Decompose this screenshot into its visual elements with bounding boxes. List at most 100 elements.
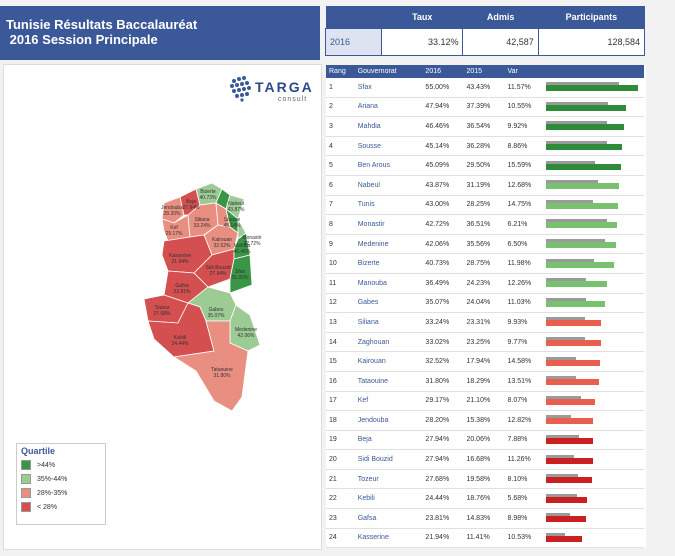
value-2016-cell: 45.09% bbox=[422, 155, 464, 176]
legend-label: 28%-35% bbox=[37, 489, 68, 497]
table-row[interactable]: 10 Bizerte 40.73% 28.75% 11.98% bbox=[326, 253, 644, 274]
map-label-name: Bizerte bbox=[200, 189, 216, 195]
bar-2016 bbox=[545, 477, 593, 484]
bar-2016 bbox=[545, 144, 622, 151]
value-2015-cell: 14.83% bbox=[463, 508, 505, 529]
table-row[interactable]: 15 Kairouan 32.52% 17.94% 14.58% bbox=[326, 351, 644, 372]
table-row[interactable]: 8 Monastir 42.72% 36.51% 6.21% bbox=[326, 214, 644, 235]
value-2016-cell: 43.87% bbox=[422, 175, 464, 196]
bar-cell bbox=[545, 97, 644, 118]
legend-swatch bbox=[21, 488, 31, 498]
value-2015-cell: 29.50% bbox=[463, 155, 505, 176]
table-row[interactable]: 14 Zaghouan 33.02% 23.25% 9.77% bbox=[326, 332, 644, 353]
table-row[interactable]: 13 Siliana 33.24% 23.31% 9.93% bbox=[326, 312, 644, 333]
gouvernorat-cell: Mahdia bbox=[354, 116, 423, 137]
logo-tagline: consult bbox=[278, 96, 307, 103]
gouvernorat-cell: Manouba bbox=[354, 273, 423, 294]
table-row[interactable]: 7 Tunis 43.00% 28.25% 14.75% bbox=[326, 195, 644, 216]
value-2016-cell: 32.52% bbox=[422, 351, 464, 372]
bar-cell bbox=[545, 214, 644, 235]
value-2015-cell: 15.38% bbox=[463, 410, 505, 431]
legend-label: >44% bbox=[37, 461, 56, 469]
bar-cell bbox=[545, 195, 644, 216]
map-label-name: Kebili bbox=[174, 335, 186, 341]
table-row[interactable]: 4 Sousse 45.14% 36.28% 8.86% bbox=[326, 136, 644, 157]
table-row[interactable]: 19 Beja 27.94% 20.06% 7.88% bbox=[326, 430, 644, 451]
col-header-2015: 2015 bbox=[463, 65, 505, 78]
table-row[interactable]: 1 Sfax 55.00% 43.43% 11.57% bbox=[326, 78, 644, 98]
rank-cell: 16 bbox=[326, 371, 355, 392]
table-row[interactable]: 17 Kef 29.17% 21.10% 8.07% bbox=[326, 391, 644, 412]
rank-cell: 9 bbox=[326, 234, 355, 255]
var-cell: 14.58% bbox=[504, 351, 546, 372]
table-row[interactable]: 9 Medenine 42.06% 35.56% 6.50% bbox=[326, 234, 644, 255]
table-row[interactable]: 3 Mahdia 46.46% 36.54% 9.92% bbox=[326, 116, 644, 137]
table-row[interactable]: 12 Gabes 35.07% 24.04% 11.03% bbox=[326, 293, 644, 314]
rank-cell: 2 bbox=[326, 97, 355, 118]
var-cell: 6.21% bbox=[504, 214, 546, 235]
bar-cell bbox=[545, 332, 644, 353]
rank-cell: 18 bbox=[326, 410, 355, 431]
map-label-name: Jendouba bbox=[161, 205, 183, 211]
value-2016-cell: 24.44% bbox=[422, 488, 464, 510]
legend-swatch bbox=[21, 474, 31, 484]
var-cell: 10.53% bbox=[504, 528, 546, 549]
value-2015-cell: 28.25% bbox=[463, 195, 505, 216]
value-2015-cell: 23.31% bbox=[463, 312, 505, 333]
table-row[interactable]: 11 Manouba 36.49% 24.23% 12.26% bbox=[326, 273, 644, 294]
region-tataouine[interactable] bbox=[172, 320, 249, 412]
table-row[interactable]: 18 Jendouba 28.20% 15.38% 12.82% bbox=[326, 410, 644, 431]
value-2015-cell: 36.51% bbox=[463, 214, 505, 235]
gouvernorat-cell: Tunis bbox=[354, 195, 423, 216]
bar-2016 bbox=[545, 124, 624, 131]
kpi-taux: 33.12% bbox=[380, 28, 464, 56]
map-label-value: 35.07% bbox=[208, 313, 226, 319]
var-cell: 14.75% bbox=[504, 195, 546, 216]
title-box: Tunisie Résultats Baccalauréat 2016 Sess… bbox=[0, 6, 320, 60]
gouvernorat-cell: Sousse bbox=[354, 136, 423, 157]
rank-cell: 14 bbox=[326, 332, 355, 353]
bar-cell bbox=[545, 449, 644, 470]
var-cell: 9.93% bbox=[504, 312, 546, 333]
table-row[interactable]: 22 Kebili 24.44% 18.76% 5.68% bbox=[326, 488, 644, 510]
table-row[interactable]: 2 Ariana 47.94% 37.39% 10.55% bbox=[326, 97, 644, 118]
map-label-name: Mahdia bbox=[234, 243, 251, 249]
value-2016-cell: 55.00% bbox=[422, 78, 464, 98]
legend-swatch bbox=[21, 460, 31, 470]
ranking-table-panel: Rang Gouvernorat 2016 2015 Var 1 Sfax 55.0… bbox=[326, 65, 646, 549]
table-row[interactable]: 6 Nabeul 43.87% 31.19% 12.68% bbox=[326, 175, 644, 196]
kpi-header-participants: Participants bbox=[538, 6, 645, 29]
gouvernorat-cell: Monastir bbox=[354, 214, 423, 235]
kpi-header-taux: Taux bbox=[381, 6, 463, 29]
gouvernorat-cell: Gafsa bbox=[354, 508, 423, 529]
bar-2016 bbox=[545, 242, 617, 249]
gouvernorat-cell: Tataouine bbox=[354, 371, 423, 392]
value-2016-cell: 23.81% bbox=[422, 508, 464, 529]
table-row[interactable]: 5 Ben Arous 45.09% 29.50% 15.59% bbox=[326, 155, 644, 176]
table-row[interactable]: 24 Kasserine 21.94% 11.41% 10.53% bbox=[326, 528, 644, 549]
rank-cell: 22 bbox=[326, 488, 355, 510]
rank-cell: 4 bbox=[326, 136, 355, 157]
bar-2016 bbox=[545, 202, 618, 209]
value-2016-cell: 47.94% bbox=[422, 97, 464, 118]
col-header-var: Var bbox=[504, 65, 546, 78]
table-row[interactable]: 21 Tozeur 27.68% 19.58% 8.10% bbox=[326, 469, 644, 490]
region-jendouba[interactable] bbox=[161, 196, 185, 224]
value-2016-cell: 29.17% bbox=[422, 391, 464, 412]
var-cell: 8.98% bbox=[504, 508, 546, 529]
table-row[interactable]: 20 Sidi Bouzid 27.94% 16.68% 11.26% bbox=[326, 449, 644, 470]
legend-item: 35%-44% bbox=[17, 472, 105, 486]
gouvernorat-cell: Ariana bbox=[354, 97, 423, 118]
bar-cell bbox=[545, 430, 644, 451]
table-row[interactable]: 23 Gafsa 23.81% 14.83% 8.98% bbox=[326, 508, 644, 529]
value-2015-cell: 11.41% bbox=[463, 528, 505, 549]
rank-cell: 24 bbox=[326, 528, 355, 549]
map-label-value: 40.73% bbox=[200, 195, 218, 201]
table-row[interactable]: 16 Tataouine 31.80% 18.29% 13.51% bbox=[326, 371, 644, 392]
bar-cell bbox=[545, 469, 644, 490]
kpi-header-admis: Admis bbox=[462, 6, 539, 29]
bar-2016 bbox=[545, 320, 602, 327]
map-label-value: 43.87% bbox=[228, 207, 246, 213]
bar-2016 bbox=[545, 300, 605, 307]
region-sfax[interactable] bbox=[229, 254, 253, 294]
